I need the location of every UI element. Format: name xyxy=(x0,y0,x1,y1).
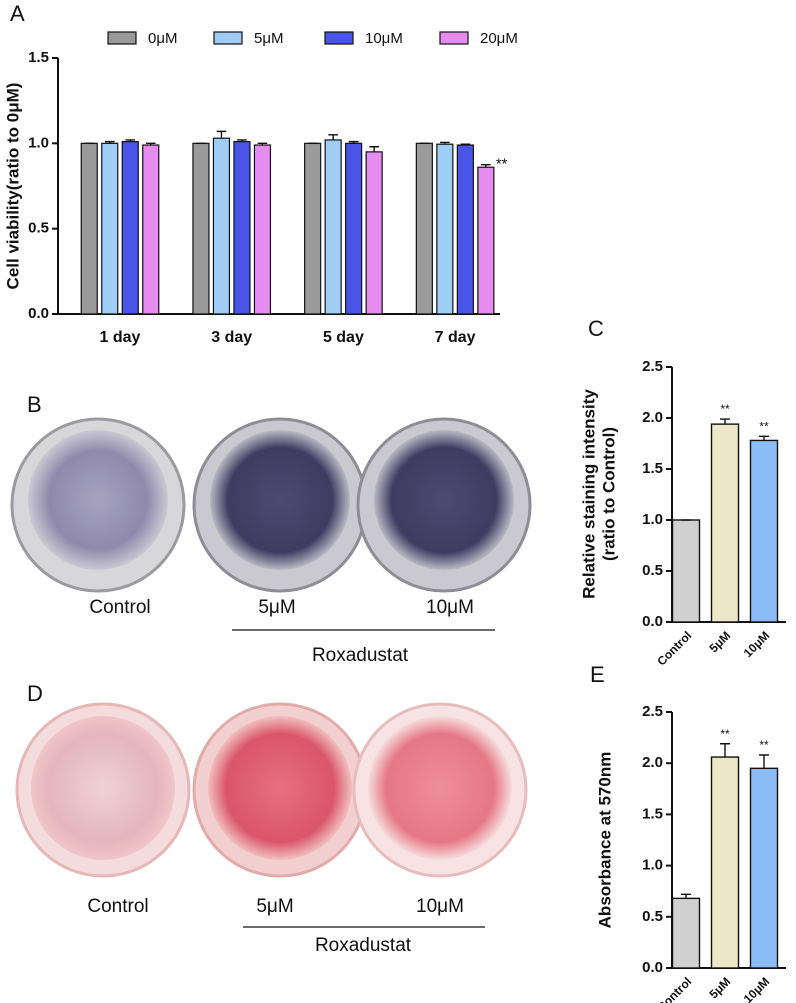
panel-label: E xyxy=(590,662,605,687)
legend-swatch xyxy=(439,31,469,45)
y-tick-label: 1.0 xyxy=(642,857,663,874)
y-tick-label: 0.0 xyxy=(642,613,663,630)
error-bar xyxy=(237,139,247,142)
photo-label: 10μM xyxy=(426,597,474,618)
panel-label: D xyxy=(27,681,43,706)
y-tick-label: 1.5 xyxy=(642,805,663,822)
y-axis-label: Absorbance at 570nm xyxy=(595,752,614,929)
bar xyxy=(415,142,433,315)
bar xyxy=(80,142,98,315)
bar xyxy=(749,767,779,969)
y-axis-label: Cell viability(ratio to 0μM) xyxy=(3,83,22,290)
significance-label: ** xyxy=(759,738,769,752)
y-axis-label: Relative staining intensity xyxy=(579,389,598,599)
bar xyxy=(101,142,119,315)
error-bar xyxy=(125,139,136,142)
legend-swatch xyxy=(213,31,243,45)
legend-swatch xyxy=(107,31,137,45)
y-tick-label: 2.5 xyxy=(642,703,663,720)
x-tick-label: 3 day xyxy=(211,329,252,346)
group-label: Roxadustat xyxy=(315,935,412,956)
error-bar xyxy=(328,134,338,140)
error-bar xyxy=(759,754,769,769)
y-tick-label: 2.0 xyxy=(642,409,663,426)
y-tick-label: 2.5 xyxy=(642,358,663,375)
significance-label: ** xyxy=(496,156,508,173)
y-tick-label: 1.0 xyxy=(642,511,663,528)
photo-dishes-b xyxy=(10,417,532,593)
legend-label: 20μM xyxy=(480,30,518,47)
error-bar xyxy=(759,435,769,441)
error-bar xyxy=(145,142,156,146)
error-bar xyxy=(460,143,471,146)
error-bar xyxy=(681,893,691,899)
error-bar xyxy=(104,140,115,144)
error-bar xyxy=(720,743,730,758)
x-tick-label: Control xyxy=(654,628,694,668)
bar xyxy=(304,142,322,315)
x-tick-label: 5 day xyxy=(323,329,364,346)
significance-label: ** xyxy=(720,402,730,416)
bar xyxy=(671,519,701,623)
y-tick-label: 0.5 xyxy=(28,220,49,237)
photo-label: Control xyxy=(89,597,150,618)
error-bar xyxy=(257,142,268,146)
panel-label: A xyxy=(10,1,25,26)
panel-label: B xyxy=(27,392,42,417)
error-bar xyxy=(348,140,359,144)
y-tick-label: 2.0 xyxy=(642,754,663,771)
bar xyxy=(142,144,160,315)
legend-label: 5μM xyxy=(254,30,283,47)
bar xyxy=(212,137,231,315)
bar xyxy=(436,143,454,315)
y-tick-label: 1.0 xyxy=(28,134,49,151)
bar xyxy=(253,144,272,315)
y-tick-label: 1.5 xyxy=(642,460,663,477)
y-tick-label: 0.5 xyxy=(642,908,663,925)
bar xyxy=(324,139,342,315)
bar xyxy=(365,151,383,315)
photo-label: 10μM xyxy=(416,896,464,917)
error-bar xyxy=(440,141,450,145)
significance-label: ** xyxy=(759,420,769,434)
bar xyxy=(121,141,139,315)
bar xyxy=(345,142,363,315)
group-label: Roxadustat xyxy=(312,645,409,666)
panel-label: C xyxy=(588,316,604,341)
x-tick-label: 7 day xyxy=(435,329,476,346)
y-axis-label: (ratio to Control) xyxy=(599,427,618,561)
significance-label: ** xyxy=(720,727,730,741)
x-tick-label: 10μM xyxy=(741,628,773,660)
x-tick-label: 5μM xyxy=(706,974,733,1001)
error-bar xyxy=(369,146,379,152)
y-tick-label: 0.5 xyxy=(642,562,663,579)
bar xyxy=(749,439,779,623)
bar xyxy=(671,897,701,969)
bar xyxy=(233,141,251,315)
error-bar xyxy=(720,418,730,425)
photo-label: Control xyxy=(87,896,148,917)
photo-label: 5μM xyxy=(258,597,295,618)
legend-swatch xyxy=(324,31,354,45)
x-tick-label: Control xyxy=(654,974,694,1003)
y-tick-label: 1.5 xyxy=(28,49,49,66)
bar xyxy=(456,144,474,315)
legend-label: 10μM xyxy=(365,30,403,47)
x-tick-label: 10μM xyxy=(741,974,773,1003)
bar xyxy=(192,142,210,315)
y-tick-label: 0.0 xyxy=(28,305,49,322)
error-bar xyxy=(481,163,491,168)
x-tick-label: 5μM xyxy=(706,628,733,655)
bar xyxy=(477,166,495,315)
x-tick-label: 1 day xyxy=(100,329,141,346)
error-bar xyxy=(216,130,227,139)
bar xyxy=(710,756,740,969)
bar xyxy=(710,423,740,623)
photo-dishes-d xyxy=(15,702,528,878)
y-tick-label: 0.0 xyxy=(642,959,663,976)
photo-label: 5μM xyxy=(256,896,293,917)
legend-label: 0μM xyxy=(148,30,177,47)
